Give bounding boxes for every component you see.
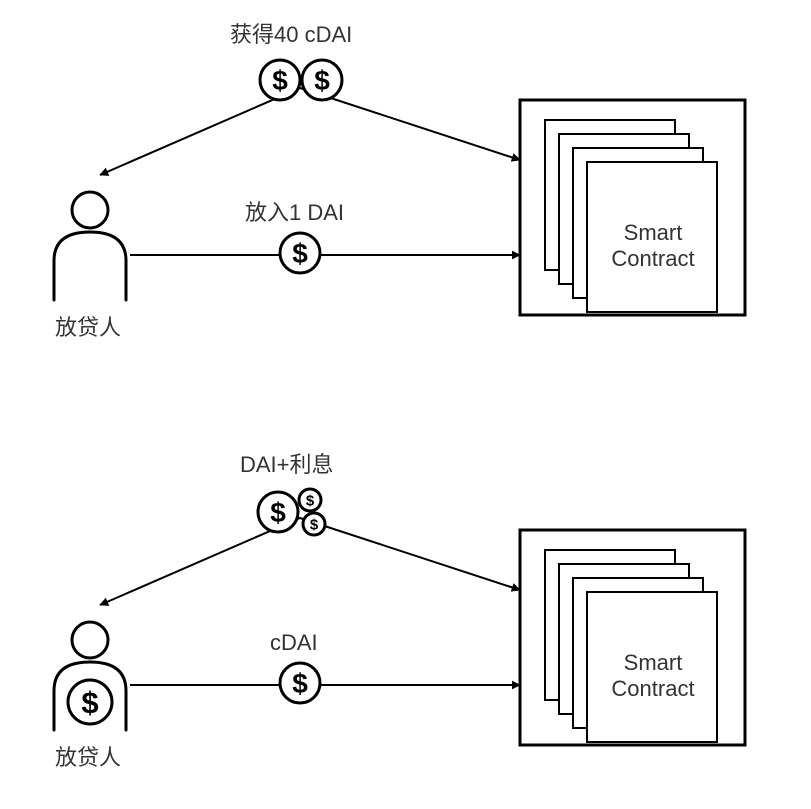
contract-label-line1: Smart (624, 650, 683, 675)
arrow-withdraw-coin-0: $ (258, 492, 298, 532)
arrow-receive-coin-0: $ (260, 60, 300, 100)
smart-contract-node: SmartContract (520, 530, 745, 745)
lender-label: 放贷人 (55, 745, 121, 770)
arrow-deposit-coin-0: $ (280, 233, 320, 273)
svg-text:$: $ (314, 65, 330, 96)
arrow-withdraw-coin-2: $ (303, 513, 325, 535)
svg-text:$: $ (272, 65, 288, 96)
svg-text:$: $ (306, 492, 315, 509)
diagram-panel-bottom: cDAI $ DAI+利息 $ $ $ SmartContract $ 放贷人 (54, 452, 745, 770)
arrow-redeem-coin-0: $ (280, 663, 320, 703)
arrow-receive: 获得40 cDAI $ $ (100, 22, 520, 175)
contract-label-line1: Smart (624, 220, 683, 245)
svg-text:$: $ (270, 497, 286, 528)
arrow-withdraw-coin-1: $ (299, 489, 321, 511)
svg-text:$: $ (310, 516, 319, 533)
svg-text:$: $ (292, 668, 308, 699)
contract-label-line2: Contract (611, 676, 694, 701)
lender-person-icon: 放贷人 (54, 192, 126, 340)
diagram-panel-top: 放入1 DAI $ 获得40 cDAI $ $ SmartContract 放贷人 (54, 22, 745, 340)
contract-label-line2: Contract (611, 246, 694, 271)
svg-text:$: $ (292, 238, 308, 269)
arrow-label-deposit: 放入1 DAI (245, 200, 344, 225)
arrow-deposit: 放入1 DAI $ (130, 200, 520, 273)
arrow-receive-coin-1: $ (302, 60, 342, 100)
lender-person-icon: $ 放贷人 (54, 622, 126, 770)
arrow-label-redeem: cDAI (270, 630, 318, 655)
arrow-withdraw: DAI+利息 $ $ $ (100, 452, 520, 605)
lender-label: 放贷人 (55, 315, 121, 340)
lender-holding-coin-icon: $ (68, 680, 112, 724)
arrow-label-receive: 获得40 cDAI (230, 22, 352, 47)
svg-text:$: $ (81, 685, 98, 720)
arrow-label-withdraw: DAI+利息 (240, 452, 334, 477)
smart-contract-node: SmartContract (520, 100, 745, 315)
arrow-redeem: cDAI $ (130, 630, 520, 703)
